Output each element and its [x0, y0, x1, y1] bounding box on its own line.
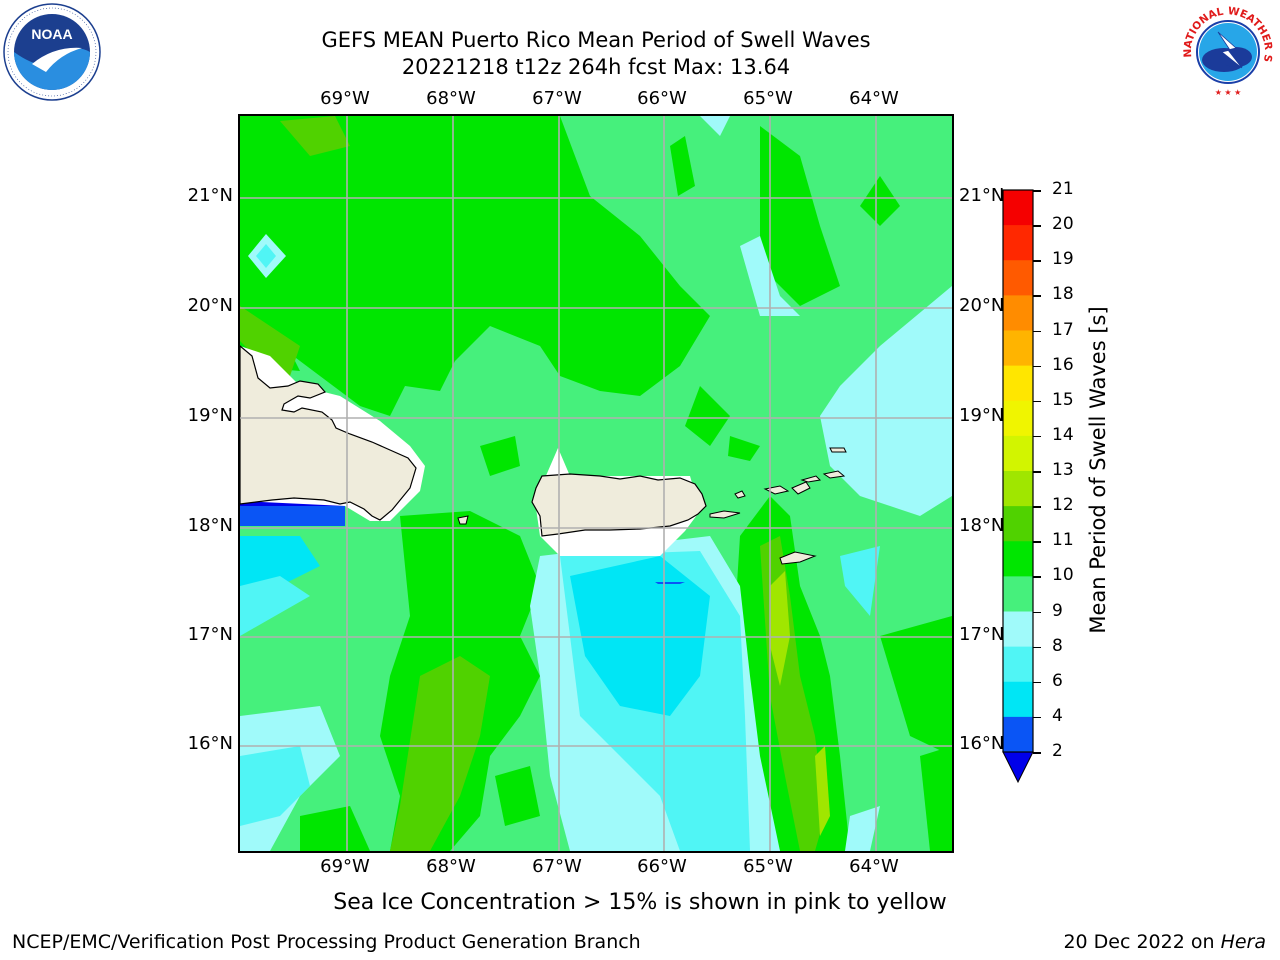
footer-date: 20 Dec 2022 on Hera — [1063, 931, 1266, 953]
colorbar-swatch — [1003, 646, 1033, 683]
colorbar-swatch — [1003, 400, 1033, 437]
colorbar-title: Mean Period of Swell Waves [s] — [1086, 306, 1110, 634]
lat-label: 21°N — [959, 185, 1005, 206]
colorbar-tick — [1033, 541, 1041, 543]
colorbar-swatch — [1003, 576, 1033, 612]
colorbar-tick-label: 2 — [1052, 741, 1063, 761]
colorbar-tick — [1033, 260, 1041, 262]
lat-label: 19°N — [959, 405, 1005, 426]
colorbar-tick — [1033, 225, 1041, 227]
colorbar-swatch — [1003, 295, 1033, 331]
colorbar-swatch — [1003, 471, 1033, 507]
colorbar-tick-label: 11 — [1052, 530, 1074, 551]
map-canvas — [240, 116, 952, 851]
colorbar-tick-label: 14 — [1052, 424, 1074, 445]
colorbar-tick — [1033, 646, 1041, 649]
colorbar-tick-label: 16 — [1052, 354, 1074, 375]
colorbar-swatch — [1003, 190, 1033, 226]
lon-label: 66°W — [637, 88, 687, 109]
lat-label: 18°N — [959, 515, 1005, 536]
lon-label: 67°W — [532, 88, 582, 109]
lon-label: 65°W — [743, 88, 793, 109]
lat-label: 18°N — [187, 515, 233, 536]
nws-logo-icon: NATIONAL WEATHER SERVICE ★ ★ ★ — [1174, 0, 1278, 102]
colorbar-swatch — [1003, 260, 1033, 296]
colorbar-tick — [1033, 330, 1041, 332]
noaa-logo-text: NOAA — [31, 26, 72, 42]
colorbar-tick-label: 4 — [1052, 705, 1063, 726]
colorbar-swatch — [1003, 506, 1033, 542]
lat-label: 16°N — [187, 733, 233, 754]
lon-label: 69°W — [320, 856, 370, 877]
map-title: GEFS MEAN Puerto Rico Mean Period of Swe… — [321, 28, 871, 52]
lon-label: 64°W — [849, 88, 899, 109]
colorbar-tick — [1033, 365, 1041, 368]
colorbar-swatch — [1003, 681, 1033, 718]
swell-period-map — [238, 114, 954, 853]
colorbar-tick — [1033, 190, 1041, 192]
lon-label: 64°W — [849, 856, 899, 877]
colorbar-tick-label: 19 — [1052, 249, 1074, 270]
colorbar-tick — [1033, 752, 1041, 754]
colorbar-swatch — [1003, 225, 1033, 261]
lon-label: 66°W — [637, 856, 687, 877]
colorbar-tick-label: 10 — [1052, 565, 1074, 586]
colorbar-tick-label: 12 — [1052, 495, 1074, 516]
colorbar-tick — [1033, 681, 1041, 684]
lat-label: 17°N — [187, 624, 233, 645]
colorbar-swatch — [1003, 330, 1033, 367]
colorbar-tick — [1033, 400, 1041, 403]
lon-label: 67°W — [532, 856, 582, 877]
colorbar-tick-label: 15 — [1052, 389, 1074, 410]
colorbar-tick-label: 18 — [1052, 284, 1074, 305]
colorbar-swatch — [1003, 435, 1033, 472]
colorbar-tick-label: 17 — [1052, 319, 1074, 340]
colorbar-tick — [1033, 435, 1041, 438]
colorbar-swatch — [1003, 611, 1033, 648]
colorbar-swatches — [1002, 189, 1034, 784]
colorbar-tick — [1033, 471, 1041, 473]
lon-label: 68°W — [426, 856, 476, 877]
lat-label: 21°N — [187, 185, 233, 206]
colorbar-tick — [1033, 576, 1041, 578]
colorbar-swatch — [1003, 541, 1033, 577]
footer-machine: Hera — [1220, 931, 1266, 953]
lat-label: 20°N — [187, 295, 233, 316]
noaa-logo-icon: NOAA — [2, 2, 102, 102]
colorbar-swatch — [1003, 716, 1033, 753]
map-subtitle: 20221218 t12z 264h fcst Max: 13.64 — [401, 55, 791, 79]
lat-label: 16°N — [959, 733, 1005, 754]
colorbar-tick-label: 21 — [1052, 179, 1074, 199]
colorbar-tick-label: 13 — [1052, 460, 1074, 480]
lat-label: 17°N — [959, 624, 1005, 645]
colorbar-tick-label: 9 — [1052, 600, 1063, 621]
footer-organization: NCEP/EMC/Verification Post Processing Pr… — [12, 931, 641, 953]
colorbar-tick-label: 8 — [1052, 635, 1063, 656]
colorbar-tick — [1033, 295, 1041, 297]
lon-label: 68°W — [426, 88, 476, 109]
colorbar — [1002, 188, 1034, 784]
colorbar-tick-label: 20 — [1052, 214, 1074, 235]
colorbar-under-triangle — [1002, 751, 1034, 784]
colorbar-swatch — [1003, 365, 1033, 402]
lon-label: 65°W — [743, 856, 793, 877]
colorbar-tick-label: 6 — [1052, 670, 1063, 691]
colorbar-tick — [1033, 611, 1041, 613]
lat-label: 20°N — [959, 295, 1005, 316]
colorbar-tick — [1033, 506, 1041, 508]
svg-text:★ ★ ★: ★ ★ ★ — [1215, 88, 1242, 97]
colorbar-tick — [1033, 716, 1041, 719]
lon-label: 69°W — [320, 88, 370, 109]
sea-ice-caption: Sea Ice Concentration > 15% is shown in … — [333, 890, 947, 915]
lat-label: 19°N — [187, 405, 233, 426]
